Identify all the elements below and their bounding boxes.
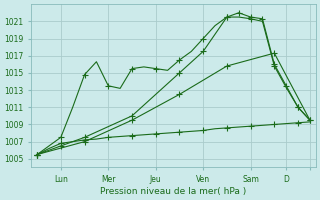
X-axis label: Pression niveau de la mer( hPa ): Pression niveau de la mer( hPa ) [100,187,247,196]
